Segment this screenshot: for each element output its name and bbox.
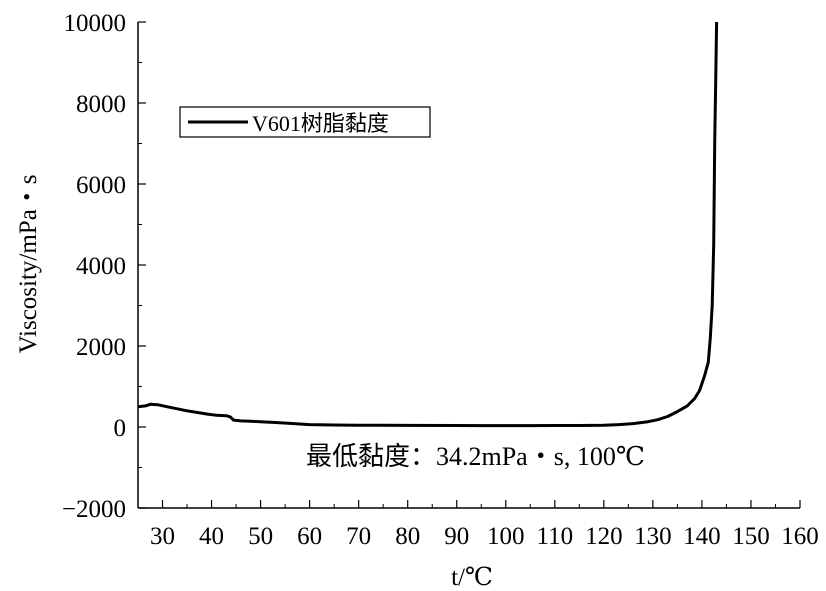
x-tick-label: 110 <box>537 523 574 550</box>
y-axis-title: Viscosity/mPa・s <box>15 174 42 353</box>
x-tick-label: 80 <box>395 523 420 550</box>
x-tick-label: 160 <box>781 523 819 550</box>
x-tick-label: 40 <box>199 523 224 550</box>
x-axis-title: t/℃ <box>451 564 493 591</box>
series-layer <box>137 21 719 428</box>
y-tick-label: 6000 <box>76 172 126 199</box>
y-tick-label: 0 <box>114 415 127 442</box>
x-tick-label: 70 <box>346 523 371 550</box>
x-tick-label: 140 <box>683 523 721 550</box>
x-tick-label: 50 <box>248 523 273 550</box>
x-tick-label: 30 <box>150 523 175 550</box>
minimum-viscosity-annotation: 最低黏度：34.2mPa・s, 100℃ <box>306 442 645 471</box>
series-line-0 <box>137 21 719 428</box>
y-tick-label: 4000 <box>76 253 126 280</box>
y-tick-label: 10000 <box>64 10 127 37</box>
x-tick-label: 90 <box>444 523 469 550</box>
x-tick-label: 100 <box>487 523 525 550</box>
y-ticks: −2000 0 2000 4000 6000 8000 10000 <box>62 10 146 523</box>
y-tick-label: 2000 <box>76 334 126 361</box>
legend: V601树脂黏度 <box>179 106 431 138</box>
x-tick-label: 60 <box>297 523 322 550</box>
x-tick-label: 150 <box>732 523 770 550</box>
y-tick-label: 8000 <box>76 91 126 118</box>
x-tick-label: 130 <box>634 523 672 550</box>
x-tick-label: 120 <box>585 523 623 550</box>
axes <box>137 22 800 509</box>
y-tick-label: −2000 <box>62 496 126 523</box>
legend-label: V601树脂黏度 <box>252 111 389 136</box>
x-ticks: 30 40 50 60 70 80 90 100 110 120 130 140 150 160 <box>137 500 819 550</box>
